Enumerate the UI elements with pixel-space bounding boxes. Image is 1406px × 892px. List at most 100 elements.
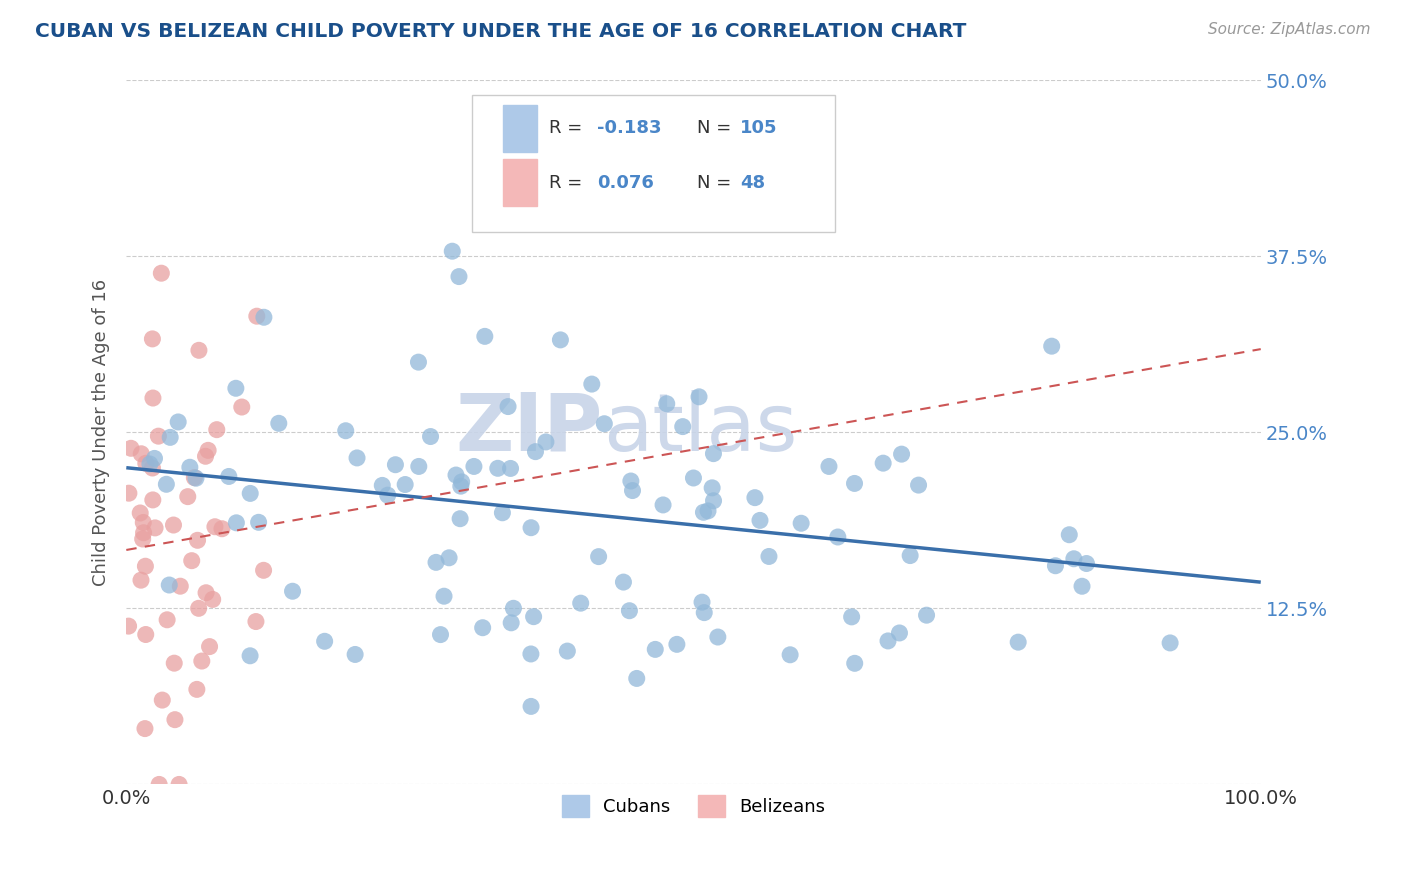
Point xyxy=(1076,557,1098,571)
Point xyxy=(195,586,218,600)
Point xyxy=(246,309,269,323)
Point xyxy=(450,475,472,489)
Point xyxy=(167,777,190,791)
Point xyxy=(471,621,494,635)
Point xyxy=(437,550,460,565)
Point xyxy=(141,461,163,475)
Point xyxy=(844,476,866,491)
Point xyxy=(474,329,496,343)
Point xyxy=(441,244,464,259)
Point xyxy=(1045,558,1067,573)
Point xyxy=(692,505,714,519)
Point xyxy=(377,488,399,502)
Point xyxy=(205,423,228,437)
Point xyxy=(204,520,226,534)
Text: atlas: atlas xyxy=(603,390,797,468)
Point xyxy=(429,627,451,641)
Point xyxy=(496,400,519,414)
Point xyxy=(499,461,522,475)
Point xyxy=(889,626,911,640)
Point xyxy=(1159,636,1181,650)
Point xyxy=(419,429,441,443)
Point xyxy=(644,642,666,657)
Point xyxy=(655,397,678,411)
Point xyxy=(749,513,772,527)
Point xyxy=(148,429,170,443)
Point xyxy=(197,443,219,458)
Point xyxy=(239,648,262,663)
Point xyxy=(652,498,675,512)
Point xyxy=(790,516,813,531)
Point xyxy=(139,457,162,471)
Point xyxy=(156,613,179,627)
FancyBboxPatch shape xyxy=(503,159,537,206)
Point xyxy=(118,486,141,500)
Point xyxy=(569,596,592,610)
Text: R =: R = xyxy=(550,174,589,192)
Point xyxy=(157,578,180,592)
Point xyxy=(758,549,780,564)
Point xyxy=(447,269,470,284)
Point xyxy=(702,447,724,461)
Point xyxy=(1007,635,1029,649)
Point xyxy=(186,682,208,697)
Text: Source: ZipAtlas.com: Source: ZipAtlas.com xyxy=(1208,22,1371,37)
Point xyxy=(132,516,155,530)
Point xyxy=(150,693,173,707)
Legend: Cubans, Belizeans: Cubans, Belizeans xyxy=(554,789,832,825)
Point xyxy=(1071,579,1094,593)
Point xyxy=(252,563,274,577)
Point xyxy=(707,630,730,644)
Point xyxy=(682,471,704,485)
Point xyxy=(612,575,634,590)
Point xyxy=(169,579,191,593)
Point xyxy=(433,589,456,603)
Point xyxy=(141,332,163,346)
Point xyxy=(191,654,214,668)
Point xyxy=(827,530,849,544)
Point xyxy=(502,601,524,615)
Point xyxy=(593,417,616,431)
Point xyxy=(120,442,142,456)
Point xyxy=(890,447,912,461)
Text: 48: 48 xyxy=(740,174,765,192)
Point xyxy=(129,573,152,587)
Point xyxy=(143,451,166,466)
Point xyxy=(159,430,181,444)
Point xyxy=(134,722,156,736)
Point xyxy=(239,486,262,500)
Text: R =: R = xyxy=(550,120,589,137)
Point xyxy=(163,713,186,727)
FancyBboxPatch shape xyxy=(503,104,537,152)
Point xyxy=(444,468,467,483)
Point xyxy=(155,477,177,491)
Point xyxy=(281,584,304,599)
Point xyxy=(384,458,406,472)
Point xyxy=(142,492,165,507)
Point xyxy=(408,355,430,369)
Text: 105: 105 xyxy=(740,120,778,137)
Point xyxy=(463,459,485,474)
Point xyxy=(520,699,543,714)
Point xyxy=(163,656,186,670)
Point xyxy=(267,417,290,431)
Point xyxy=(841,610,863,624)
Point xyxy=(520,647,543,661)
Point xyxy=(581,377,603,392)
Point xyxy=(534,434,557,449)
Point xyxy=(394,477,416,491)
Point xyxy=(872,456,894,470)
Point xyxy=(117,619,139,633)
Point xyxy=(818,459,841,474)
Point xyxy=(898,549,921,563)
Point xyxy=(148,777,170,791)
Point xyxy=(231,400,253,414)
Point xyxy=(626,672,648,686)
Point xyxy=(690,595,713,609)
Point xyxy=(501,615,523,630)
Point xyxy=(408,459,430,474)
Point xyxy=(520,521,543,535)
Text: ZIP: ZIP xyxy=(456,390,603,468)
Point xyxy=(1063,551,1085,566)
Point xyxy=(779,648,801,662)
